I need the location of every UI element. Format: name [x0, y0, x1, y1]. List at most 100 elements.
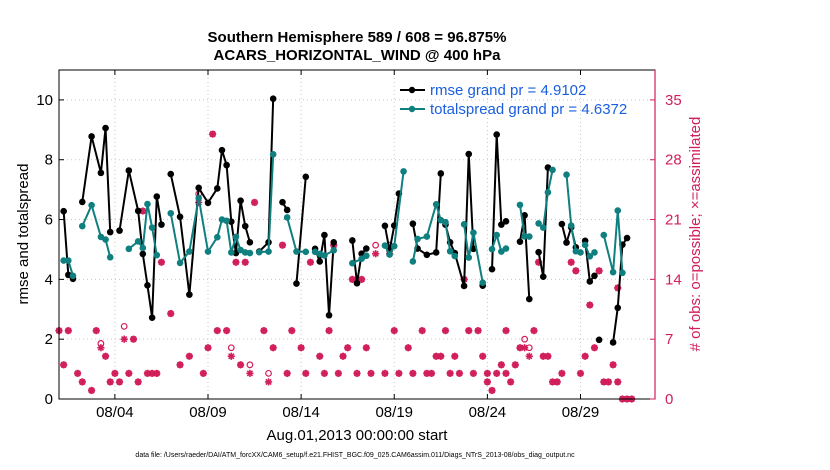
series-rmse-point: [223, 161, 230, 169]
obs-assimilated-point: [264, 378, 273, 386]
series-rmse-point: [102, 124, 109, 132]
series-rmse-point: [321, 231, 328, 239]
obs-assimilated-point: [199, 369, 207, 377]
obs-assimilated-point: [97, 344, 105, 352]
obs-assimilated-point: [283, 369, 291, 377]
obs-assimilated-point: [325, 327, 333, 335]
grid: [59, 70, 655, 400]
series-totalspread-point: [614, 207, 622, 214]
obs-assimilated-point: [511, 361, 519, 369]
series-totalspread-point: [60, 257, 67, 264]
series-rmse-point: [432, 249, 440, 256]
y2-tick-label: 7: [665, 331, 673, 348]
series-totalspread-point: [167, 209, 175, 217]
obs-assimilated-point: [185, 352, 193, 360]
obs-assimilated-point: [139, 207, 147, 215]
axis-ticks: 08/04 08/09 08/14 08/19 08/24 08/29 0 2 4 6 8 10 0 7 1…: [36, 70, 682, 421]
obs-assimilated-point: [521, 344, 529, 352]
series-totalspread-point: [65, 257, 72, 264]
series-rmse-point: [363, 245, 370, 252]
obs-possible-point: [227, 344, 235, 352]
series-rmse-point: [195, 184, 202, 192]
obs-assimilated-point: [101, 352, 110, 360]
obs-assimilated-point: [465, 327, 473, 335]
y2-tick-label: 14: [665, 271, 682, 288]
series-totalspread-point: [619, 269, 626, 277]
series-totalspread-line: [602, 210, 624, 273]
x-tick-label: 08/29: [562, 404, 600, 421]
series-totalspread-point: [148, 224, 156, 231]
series-totalspread-point: [78, 222, 86, 230]
obs-assimilated-point: [250, 198, 259, 207]
obs-assimilated-point: [92, 327, 100, 335]
obs-assimilated-point: [316, 352, 324, 360]
obs-assimilated-point: [451, 352, 459, 360]
series-totalspread-point: [153, 251, 161, 259]
obs-assimilated-point: [404, 344, 412, 352]
series-totalspread-point: [139, 244, 147, 252]
obs-assimilated-point: [418, 327, 426, 335]
series-rmse-point: [106, 228, 114, 236]
obs-assimilated-point: [572, 267, 580, 275]
series-totalspread-point: [581, 241, 589, 249]
series-totalspread-point: [102, 236, 109, 243]
series-rmse-point: [116, 227, 123, 234]
obs-assimilated-point: [497, 361, 505, 369]
obs-assimilated-point: [395, 369, 403, 377]
obs-assimilated-point: [334, 369, 342, 377]
series-totalspread-point: [386, 251, 393, 258]
series-totalspread-point: [586, 253, 594, 260]
obs-assimilated-point: [367, 369, 375, 377]
obs-assimilated-point: [358, 275, 366, 283]
series-totalspread-point: [144, 200, 151, 208]
chart-subtitle: ACARS_HORIZONTAL_WIND @ 400 hPa: [214, 47, 502, 64]
x-tick-label: 08/19: [375, 404, 413, 421]
obs-assimilated-point: [581, 352, 589, 360]
series-rmse-point: [269, 95, 277, 103]
series-totalspread-point: [414, 235, 421, 243]
series-totalspread-point: [349, 259, 356, 267]
series-totalspread-point: [451, 252, 459, 260]
obs-assimilated-point: [488, 386, 496, 395]
obs-assimilated-point: [390, 327, 398, 335]
obs-assimilated-point: [530, 327, 538, 335]
series-totalspread-point: [321, 252, 328, 259]
y-tick-label: 6: [45, 212, 53, 229]
obs-assimilated-point: [78, 378, 86, 386]
y2-tick-label: 0: [665, 391, 673, 408]
obs-assimilated-point: [60, 361, 68, 369]
series-totalspread-point: [488, 245, 496, 253]
series-totalspread-point: [600, 231, 608, 239]
obs-assimilated-point: [87, 386, 96, 395]
obs-assimilated-point: [576, 369, 585, 377]
series-rmse-point: [614, 304, 622, 312]
obs-assimilated-point: [129, 335, 138, 343]
series-rmse-point: [488, 265, 496, 273]
series-rmse-point: [78, 198, 86, 206]
series-rmse-line: [612, 237, 628, 343]
obs-assimilated-point: [288, 327, 296, 335]
series-rmse-point: [498, 221, 505, 228]
x-tick-label: 08/14: [282, 404, 320, 421]
obs-assimilated-point: [516, 344, 524, 352]
series-rmse-point: [381, 222, 389, 230]
legend: rmse grand pr = 4.9102 totalspread grand…: [400, 82, 627, 118]
series-rmse-point: [525, 295, 533, 303]
series-rmse-point: [316, 258, 324, 265]
series-rmse-point: [186, 291, 193, 298]
series-totalspread-point: [255, 248, 263, 256]
obs-assimilated-point: [493, 369, 501, 377]
footnote: data file: /Users/raeder/DAI/ATM_forcXX/…: [135, 452, 575, 459]
obs-assimilated-point: [525, 352, 533, 360]
obs-assimilated-point: [223, 327, 231, 335]
series-rmse-point: [60, 207, 67, 215]
series-totalspread-point: [69, 272, 77, 280]
series-totalspread-point: [400, 168, 407, 175]
series-rmse-point: [591, 272, 598, 280]
series-totalspread-point: [88, 201, 95, 209]
y2-tick-label: 21: [665, 212, 682, 229]
obs-assimilated-point: [567, 258, 575, 266]
x-tick-label: 08/09: [189, 404, 227, 421]
y2-tick-label: 35: [665, 92, 682, 109]
